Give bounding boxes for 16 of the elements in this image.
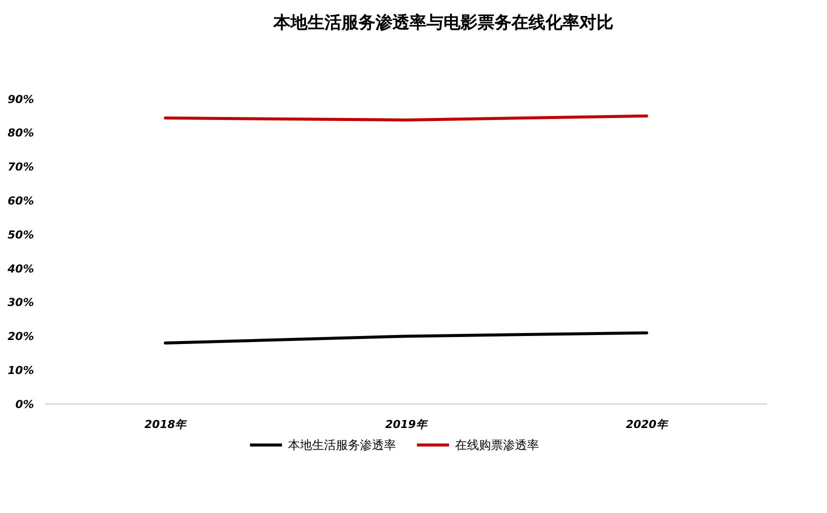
y-tick-label: 40% [6,262,34,276]
legend-label: 本地生活服务渗透率 [288,438,396,452]
x-tick-label: 2018年 [144,418,188,431]
y-tick-label: 70% [8,160,34,174]
y-tick-label: 90% [8,92,34,106]
y-tick-label: 50% [8,228,34,242]
x-tick-label: 2020年 [626,418,670,431]
y-tick-label: 20% [8,330,34,344]
y-tick-label: 0% [15,398,34,411]
y-tick-label: 10% [8,364,34,377]
chart-title: 本地生活服务渗透率与电影票务在线化率对比 [272,13,614,33]
legend-label: 在线购票渗透率 [455,438,539,452]
y-tick-label: 80% [8,126,34,140]
x-tick-label: 2019年 [385,418,429,431]
y-tick-label: 60% [8,194,34,208]
y-tick-label: 30% [8,296,34,310]
